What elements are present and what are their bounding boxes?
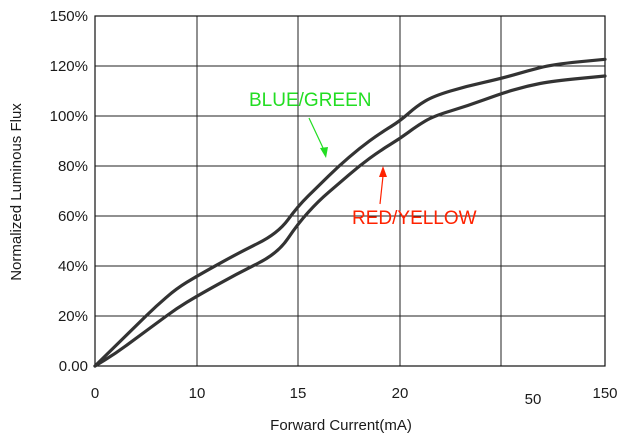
- series-line-red-yellow: [93, 74, 607, 368]
- x-tick-label: 20: [392, 385, 409, 402]
- series-lines: [93, 57, 607, 368]
- series-line-blue-green: [93, 57, 607, 368]
- series-label-red-yellow: RED/YELLOW: [352, 208, 477, 229]
- x-axis-label: Forward Current(mA): [270, 417, 412, 434]
- y-tick-label: 0.00: [59, 358, 88, 375]
- arrow-blue-green: [308, 117, 328, 158]
- y-tick-labels: 0.00 20% 40% 60% 80% 100% 120% 150%: [50, 8, 88, 375]
- arrow-red-yellow: [379, 166, 387, 205]
- y-tick-label: 120%: [50, 58, 88, 75]
- x-tick-labels: 0 10 15 20 50 150: [91, 385, 618, 408]
- y-tick-label: 100%: [50, 108, 88, 125]
- x-tick-label: 10: [189, 385, 206, 402]
- y-tick-label: 20%: [58, 308, 88, 325]
- series-label-blue-green: BLUE/GREEN: [249, 90, 371, 111]
- x-tick-label: 15: [290, 385, 307, 402]
- plot-frame: [94, 15, 606, 367]
- plot-grid: [95, 16, 605, 366]
- y-tick-label: 80%: [58, 158, 88, 175]
- y-tick-label: 40%: [58, 258, 88, 275]
- y-axis-label: Normalized Luminous Flux: [8, 103, 25, 281]
- x-tick-label: 50: [525, 391, 542, 408]
- x-tick-label: 150: [592, 385, 617, 402]
- x-tick-label: 0: [91, 385, 99, 402]
- y-tick-label: 60%: [58, 208, 88, 225]
- y-tick-label: 150%: [50, 8, 88, 25]
